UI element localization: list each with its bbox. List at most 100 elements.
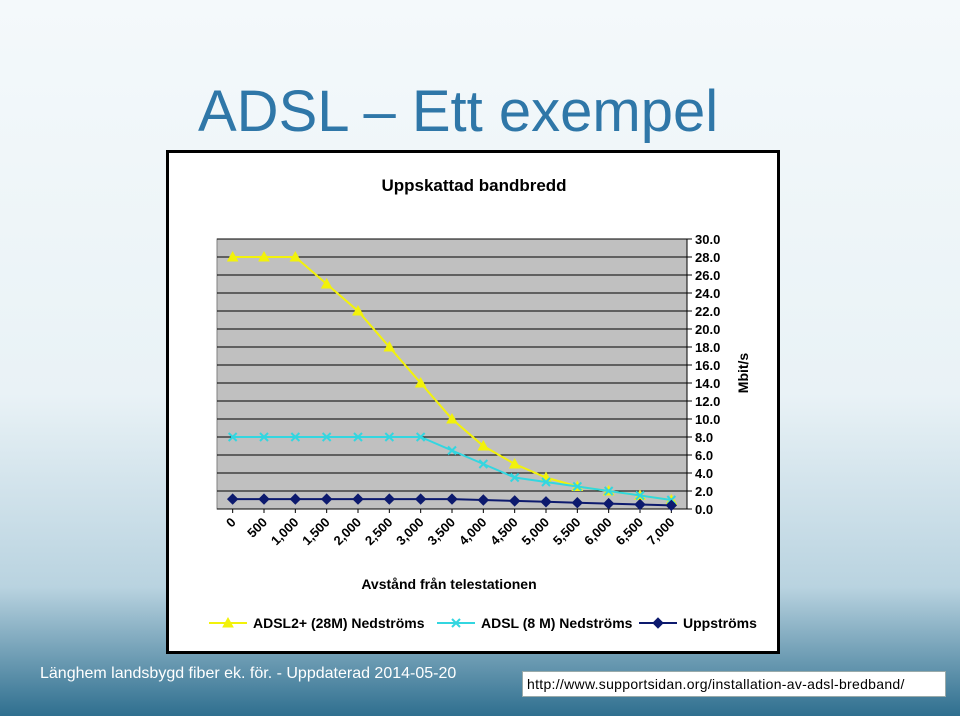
data-point-2 xyxy=(414,493,427,505)
x-tick-label: 0 xyxy=(223,515,239,531)
data-point-0 xyxy=(258,250,270,262)
x-tick-label: 7,000 xyxy=(644,515,678,549)
x-tick-label: 4,000 xyxy=(456,515,490,549)
marker-stroke xyxy=(447,445,457,456)
data-point-1 xyxy=(353,432,363,442)
legend-label: Uppströms xyxy=(683,615,757,631)
y-tick-label: 0.0 xyxy=(695,502,713,517)
y-tick-label: 28.0 xyxy=(695,250,720,265)
data-point-1 xyxy=(290,432,301,442)
y-tick-label: 8.0 xyxy=(695,430,713,445)
chart-title: Uppskattad bandbredd xyxy=(381,176,566,195)
x-tick-label: 4,500 xyxy=(487,515,521,549)
marker-stroke xyxy=(509,472,520,483)
x-tick-label: 3,500 xyxy=(425,515,459,549)
data-point-2 xyxy=(289,493,302,505)
y-axis-label: Mbit/s xyxy=(735,353,751,394)
y-tick-label: 26.0 xyxy=(695,268,720,283)
y-tick-label: 10.0 xyxy=(695,412,720,427)
y-tick-label: 6.0 xyxy=(695,448,713,463)
legend-label: ADSL (8 M) Nedströms xyxy=(481,615,633,631)
data-point-0 xyxy=(352,304,364,316)
data-point-2 xyxy=(571,496,584,509)
data-point-2 xyxy=(226,493,239,505)
x-tick-label: 3,000 xyxy=(393,515,427,549)
marker-stroke xyxy=(572,481,583,492)
marker-stroke xyxy=(321,432,332,442)
data-point-1 xyxy=(509,472,520,483)
marker-stroke xyxy=(290,432,301,442)
x-tick-label: 5,500 xyxy=(550,515,584,549)
chart-frame: Uppskattad bandbredd 0.0 2.0 4.0 6.0 8.0 10.0… xyxy=(166,150,780,654)
slide-title: ADSL – Ett exempel xyxy=(198,79,719,144)
data-point-0 xyxy=(477,439,490,451)
legend-marker xyxy=(451,618,461,628)
y-tick-label: 20.0 xyxy=(695,322,720,337)
y-tick-label: 30.0 xyxy=(695,232,720,247)
data-point-0 xyxy=(226,250,239,262)
y-tick-label: 22.0 xyxy=(695,304,720,319)
data-point-1 xyxy=(478,459,489,469)
data-point-1 xyxy=(259,432,269,442)
data-point-0 xyxy=(383,340,396,352)
data-point-1 xyxy=(541,477,551,487)
data-point-2 xyxy=(477,494,490,506)
data-point-2 xyxy=(508,495,521,507)
legend-label: ADSL2+ (28M) Nedströms xyxy=(253,615,425,631)
x-tick-label: 2,500 xyxy=(362,515,396,549)
data-point-0 xyxy=(446,412,458,424)
y-tick-label: 24.0 xyxy=(695,286,720,301)
marker-stroke xyxy=(227,432,238,442)
legend-marker xyxy=(652,617,664,629)
chart-area: Uppskattad bandbredd 0.0 2.0 4.0 6.0 8.0 10.0… xyxy=(169,153,777,651)
marker-stroke xyxy=(384,432,395,442)
data-point-2 xyxy=(540,496,552,508)
x-tick-label: 1,000 xyxy=(268,515,302,549)
data-point-0 xyxy=(414,376,427,388)
data-point-2 xyxy=(446,493,458,505)
marker-stroke xyxy=(415,432,426,442)
x-axis-label: Avstånd från telestationen xyxy=(361,576,536,592)
legend: ADSL2+ (28M) Nedströms ADSL (8 M) Nedströ… xyxy=(209,615,757,631)
data-point-2 xyxy=(383,493,396,505)
data-point-0 xyxy=(320,277,333,289)
data-point-1 xyxy=(572,481,583,492)
y-tick-label: 2.0 xyxy=(695,484,713,499)
data-point-0 xyxy=(508,457,521,469)
marker-stroke xyxy=(353,432,363,442)
data-point-1 xyxy=(321,432,332,442)
x-tick-label: 2,000 xyxy=(331,515,365,549)
marker-stroke xyxy=(259,432,269,442)
data-point-0 xyxy=(289,250,302,262)
data-point-1 xyxy=(415,432,426,442)
marker-stroke xyxy=(603,486,614,496)
plot-background xyxy=(216,238,688,510)
marker-stroke xyxy=(478,459,489,469)
marker-stroke xyxy=(541,477,551,487)
plot-layer: 0.0 2.0 4.0 6.0 8.0 10.0 12.0 14.0 16.0 18.0 20.0 2… xyxy=(216,232,720,549)
x-tick-label: 500 xyxy=(244,515,270,541)
y-tick-label: 18.0 xyxy=(695,340,720,355)
y-tick-label: 12.0 xyxy=(695,394,720,409)
x-tick-label: 6,500 xyxy=(613,515,647,549)
data-point-2 xyxy=(258,493,270,505)
marker-stroke xyxy=(635,490,645,501)
legend-marker xyxy=(222,616,234,628)
x-tick-label: 5,000 xyxy=(519,515,553,549)
data-point-1 xyxy=(603,486,614,496)
data-point-1 xyxy=(384,432,395,442)
data-point-2 xyxy=(602,497,615,510)
data-point-1 xyxy=(635,490,645,501)
data-point-1 xyxy=(227,432,238,442)
data-point-2 xyxy=(320,493,333,505)
data-point-2 xyxy=(352,493,364,505)
bandwidth-chart: Uppskattad bandbredd 0.0 2.0 4.0 6.0 8.0 10.0… xyxy=(209,176,757,631)
x-tick-label: 6,000 xyxy=(581,515,615,549)
marker-stroke xyxy=(451,618,461,628)
source-url[interactable]: http://www.supportsidan.org/installation… xyxy=(522,671,946,697)
x-tick-label: 1,500 xyxy=(299,515,333,549)
data-point-1 xyxy=(447,445,457,456)
data-point-2 xyxy=(665,499,678,512)
y-tick-label: 14.0 xyxy=(695,376,720,391)
y-tick-label: 4.0 xyxy=(695,466,713,481)
